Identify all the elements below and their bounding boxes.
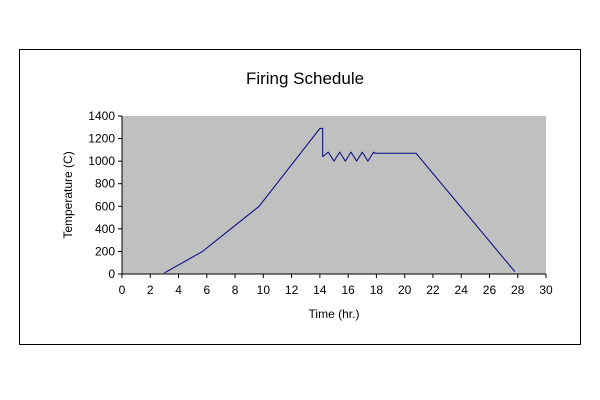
- tick-labels: 0 2 4 6 8 10 12 14 16 18 20 22 24 26 28 300200400600800…: [88, 109, 553, 297]
- x-tick-label: 28: [511, 283, 525, 297]
- x-tick-label: 20: [398, 283, 412, 297]
- x-tick-label: 18: [370, 283, 384, 297]
- y-tick-label: 200: [95, 244, 115, 258]
- y-tick-label: 1400: [88, 109, 115, 123]
- y-tick-label: 600: [95, 199, 115, 213]
- x-tick-label: 0: [119, 283, 126, 297]
- x-tick-label: 12: [285, 283, 299, 297]
- series-line-0: [164, 127, 516, 274]
- y-axis-title: Temperature (C): [61, 151, 75, 238]
- x-tick-label: 26: [483, 283, 497, 297]
- x-tick-label: 4: [175, 283, 182, 297]
- x-tick-label: 22: [426, 283, 440, 297]
- x-axis-title: Time (hr.): [309, 307, 360, 321]
- axes: [118, 115, 547, 278]
- x-tick-label: 14: [313, 283, 327, 297]
- x-tick-label: 24: [455, 283, 469, 297]
- y-tick-label: 1000: [88, 154, 115, 168]
- x-tick-label: 6: [203, 283, 210, 297]
- x-tick-label: 8: [232, 283, 239, 297]
- x-tick-label: 10: [257, 283, 271, 297]
- x-tick-label: 16: [341, 283, 355, 297]
- series-layer: [164, 127, 516, 274]
- y-tick-label: 1200: [88, 132, 115, 146]
- y-tick-label: 0: [108, 267, 115, 281]
- chart-title: Firing Schedule: [246, 69, 364, 88]
- x-tick-label: 2: [147, 283, 154, 297]
- x-tick-label: 30: [539, 283, 553, 297]
- y-tick-label: 400: [95, 222, 115, 236]
- y-tick-label: 800: [95, 177, 115, 191]
- plot-area: [122, 116, 546, 274]
